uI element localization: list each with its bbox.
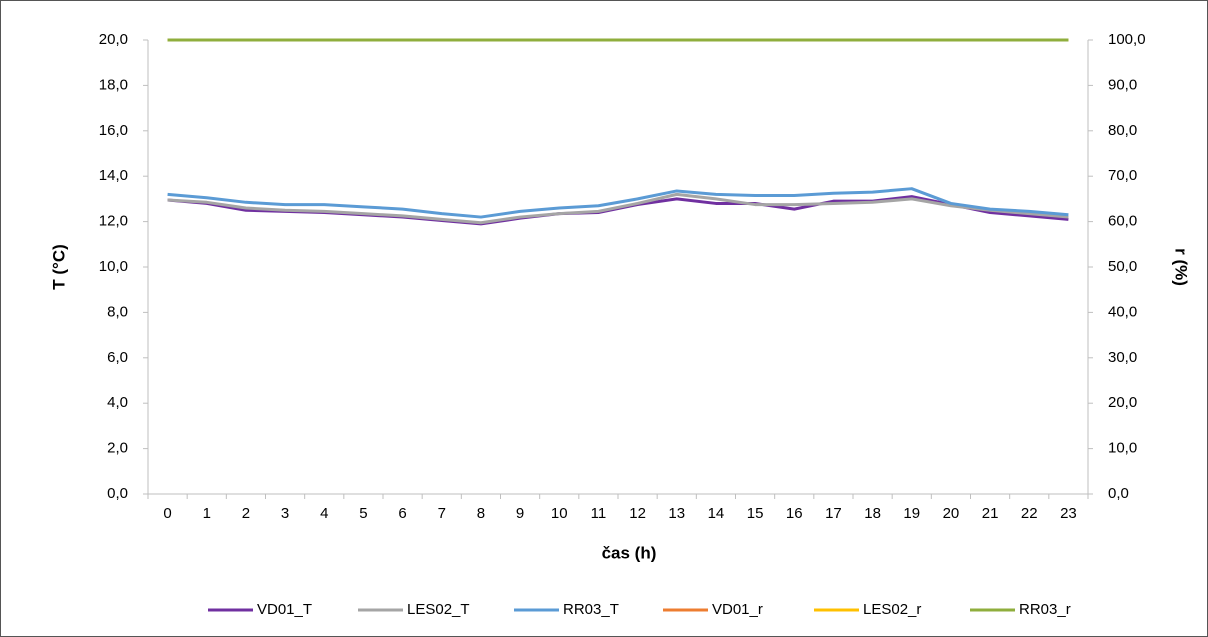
x-tick-label: 12 bbox=[629, 505, 646, 522]
x-tick-label: 1 bbox=[203, 505, 211, 522]
x-tick-label: 11 bbox=[591, 505, 607, 522]
y-axis-label: T (°C) bbox=[49, 244, 68, 290]
x-tick-label: 19 bbox=[903, 505, 920, 522]
x-tick-label: 18 bbox=[864, 505, 881, 522]
x-tick-label: 8 bbox=[477, 505, 485, 522]
y2-tick-label: 80,0 bbox=[1108, 122, 1137, 139]
legend-label: LES02_r bbox=[863, 601, 921, 618]
legend-label: VD01_r bbox=[712, 601, 763, 618]
y-tick-label: 16,0 bbox=[99, 122, 128, 139]
legend-label: VD01_T bbox=[257, 601, 312, 618]
y2-tick-label: 60,0 bbox=[1108, 213, 1137, 230]
y-tick-label: 10,0 bbox=[99, 258, 128, 275]
y-tick-label: 18,0 bbox=[99, 76, 128, 93]
y-tick-label: 6,0 bbox=[107, 349, 128, 366]
x-tick-label: 16 bbox=[786, 505, 803, 522]
legend-label: RR03_r bbox=[1019, 601, 1071, 618]
y2-tick-label: 40,0 bbox=[1108, 303, 1137, 320]
series-line bbox=[167, 187, 1069, 219]
y-tick-label: 20,0 bbox=[99, 31, 128, 48]
legend-label: LES02_T bbox=[407, 601, 470, 618]
x-tick-label: 17 bbox=[825, 505, 842, 522]
y2-tick-label: 70,0 bbox=[1108, 167, 1137, 184]
y2-tick-label: 90,0 bbox=[1108, 76, 1137, 93]
y-tick-label: 12,0 bbox=[99, 213, 128, 230]
x-tick-label: 2 bbox=[242, 505, 250, 522]
x-tick-label: 14 bbox=[708, 505, 725, 522]
x-tick-label: 6 bbox=[398, 505, 406, 522]
x-tick-label: 0 bbox=[163, 505, 171, 522]
x-tick-label: 7 bbox=[438, 505, 446, 522]
x-tick-label: 22 bbox=[1021, 505, 1038, 522]
x-tick-label: 20 bbox=[943, 505, 960, 522]
y-tick-label: 4,0 bbox=[107, 394, 128, 411]
y-tick-label: 8,0 bbox=[107, 303, 128, 320]
y2-tick-label: 0,0 bbox=[1108, 485, 1129, 502]
x-axis-label: čas (h) bbox=[602, 543, 657, 562]
y2-tick-label: 50,0 bbox=[1108, 258, 1137, 275]
x-tick-label: 23 bbox=[1060, 505, 1077, 522]
x-tick-label: 13 bbox=[668, 505, 685, 522]
y2-axis-label: r (%) bbox=[1172, 248, 1191, 286]
x-tick-label: 4 bbox=[320, 505, 328, 522]
x-tick-label: 5 bbox=[359, 505, 367, 522]
y2-tick-label: 20,0 bbox=[1108, 394, 1137, 411]
y2-tick-label: 100,0 bbox=[1108, 31, 1146, 48]
x-tick-label: 10 bbox=[551, 505, 568, 522]
x-tick-label: 9 bbox=[516, 505, 524, 522]
series-line bbox=[167, 192, 1069, 225]
legend-label: RR03_T bbox=[563, 601, 619, 618]
x-tick-label: 21 bbox=[982, 505, 999, 522]
y2-tick-label: 10,0 bbox=[1108, 440, 1137, 457]
y-tick-label: 0,0 bbox=[107, 485, 128, 502]
y2-tick-label: 30,0 bbox=[1108, 349, 1137, 366]
y-tick-label: 14,0 bbox=[99, 167, 128, 184]
x-tick-label: 15 bbox=[747, 505, 764, 522]
x-tick-label: 3 bbox=[281, 505, 289, 522]
y-tick-label: 2,0 bbox=[107, 440, 128, 457]
